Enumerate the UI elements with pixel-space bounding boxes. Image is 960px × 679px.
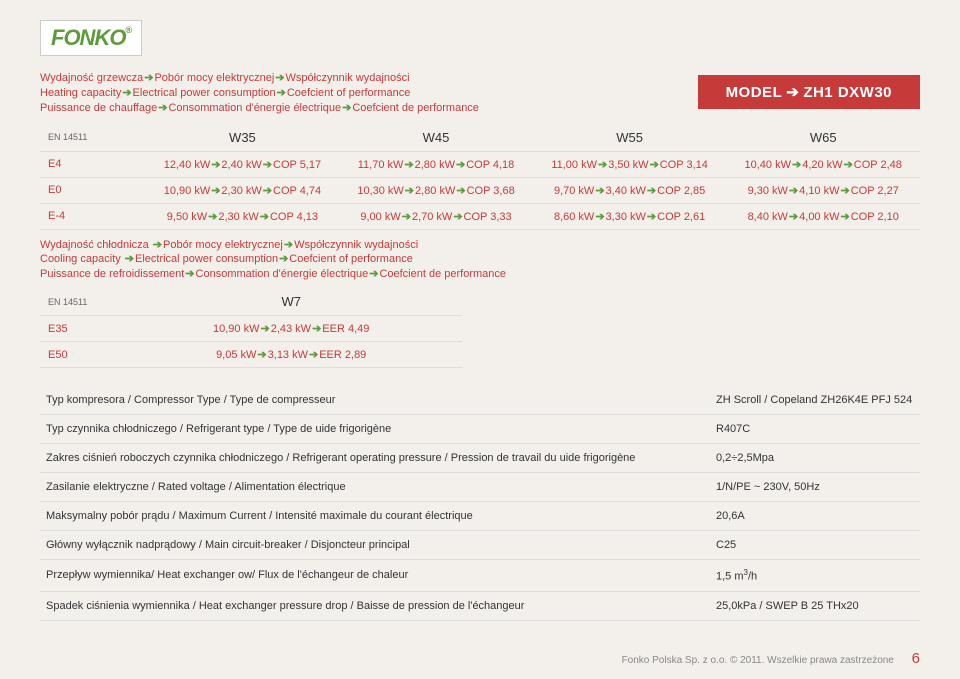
spec-label: Zakres ciśnień roboczych czynnika chłodn… bbox=[40, 444, 710, 473]
spec-label: Maksymalny pobór prądu / Maximum Current… bbox=[40, 502, 710, 531]
col-w45: W45 bbox=[339, 124, 533, 152]
footer: Fonko Polska Sp. z o.o. © 2011. Wszelkie… bbox=[622, 650, 920, 667]
table-row: Maksymalny pobór prądu / Maximum Current… bbox=[40, 502, 920, 531]
table-row: E509,05 kW➔3,13 kW➔EER 2,89 bbox=[40, 342, 462, 368]
spec-value: 1,5 m3/h bbox=[710, 560, 920, 592]
table-row: Przepływ wymiennika/ Heat exchanger ow/ … bbox=[40, 560, 920, 592]
spec-value: 1/N/PE ~ 230V, 50Hz bbox=[710, 473, 920, 502]
spec-label: Zasilanie elektryczne / Rated voltage / … bbox=[40, 473, 710, 502]
table-row: E412,40 kW➔2,40 kW➔COP 5,1711,70 kW➔2,80… bbox=[40, 151, 920, 177]
table-row: Typ kompresora / Compressor Type / Type … bbox=[40, 386, 920, 415]
spec-table: Typ kompresora / Compressor Type / Type … bbox=[40, 386, 920, 621]
spec-label: Spadek ciśnienia wymiennika / Heat excha… bbox=[40, 591, 710, 620]
heating-table: EN 14511 W35 W45 W55 W65 E412,40 kW➔2,40… bbox=[40, 124, 920, 230]
std-label: EN 14511 bbox=[40, 124, 146, 152]
spec-value: ZH Scroll / Copeland ZH26K4E PFJ 524 bbox=[710, 386, 920, 415]
table-row: E-49,50 kW➔2,30 kW➔COP 4,139,00 kW➔2,70 … bbox=[40, 203, 920, 229]
spec-value: 20,6A bbox=[710, 502, 920, 531]
logo: FONKO® bbox=[40, 20, 142, 56]
model-bar: MODEL➔ZH1 DXW30 bbox=[698, 75, 920, 109]
col-w55: W55 bbox=[533, 124, 727, 152]
std-label-2: EN 14511 bbox=[40, 288, 120, 316]
table-row: E010,90 kW➔2,30 kW➔COP 4,7410,30 kW➔2,80… bbox=[40, 177, 920, 203]
table-row: Typ czynnika chłodniczego / Refrigerant … bbox=[40, 415, 920, 444]
table-row: Zakres ciśnień roboczych czynnika chłodn… bbox=[40, 444, 920, 473]
page-number: 6 bbox=[912, 650, 920, 667]
spec-label: Typ czynnika chłodniczego / Refrigerant … bbox=[40, 415, 710, 444]
spec-value: 25,0kPa / SWEP B 25 THx20 bbox=[710, 591, 920, 620]
footer-text: Fonko Polska Sp. z o.o. © 2011. Wszelkie… bbox=[622, 655, 894, 666]
cooling-table: EN 14511 W7 E3510,90 kW➔2,43 kW➔EER 4,49… bbox=[40, 288, 462, 368]
table-row: E3510,90 kW➔2,43 kW➔EER 4,49 bbox=[40, 316, 462, 342]
col-w35: W35 bbox=[146, 124, 340, 152]
spec-value: 0,2÷2,5Mpa bbox=[710, 444, 920, 473]
spec-label: Główny wyłącznik nadprądowy / Main circu… bbox=[40, 531, 710, 560]
cooling-desc: Wydajność chłodnicza ➔Pobór mocy elektry… bbox=[40, 238, 920, 283]
table-row: Spadek ciśnienia wymiennika / Heat excha… bbox=[40, 591, 920, 620]
spec-value: R407C bbox=[710, 415, 920, 444]
spec-label: Przepływ wymiennika/ Heat exchanger ow/ … bbox=[40, 560, 710, 592]
col-w7: W7 bbox=[120, 288, 462, 316]
logo-text: FONKO® bbox=[51, 25, 131, 50]
spec-value: C25 bbox=[710, 531, 920, 560]
table-row: Główny wyłącznik nadprądowy / Main circu… bbox=[40, 531, 920, 560]
table-row: Zasilanie elektryczne / Rated voltage / … bbox=[40, 473, 920, 502]
spec-label: Typ kompresora / Compressor Type / Type … bbox=[40, 386, 710, 415]
col-w65: W65 bbox=[726, 124, 920, 152]
